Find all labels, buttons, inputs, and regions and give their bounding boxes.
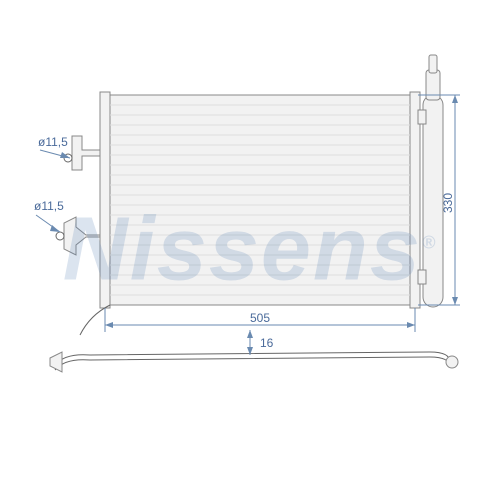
dim-port-lower-text: ø11,5	[34, 199, 64, 213]
port-lower	[56, 217, 100, 255]
port-upper	[64, 136, 100, 170]
diagram-stage: { "type": "engineering-drawing", "brand_…	[0, 0, 500, 500]
dim-gap-text: 16	[260, 336, 274, 350]
hose-end-left	[50, 352, 62, 372]
dim-height-text: 330	[441, 193, 455, 213]
left-end-tank	[100, 92, 110, 308]
bracket-lower	[418, 270, 426, 284]
dim-port-lower: ø11,5	[34, 199, 64, 232]
dim-pipe-gap: 16	[247, 330, 274, 355]
condenser-core	[105, 95, 415, 305]
hose-pipe-shadow	[55, 357, 450, 370]
receiver-fitting	[429, 55, 437, 73]
drawing-svg: 505 330 16 ø11,5 ø11,5	[0, 0, 500, 500]
dim-width-text: 505	[250, 311, 270, 325]
dim-port-upper: ø11,5	[38, 135, 70, 158]
bracket-upper	[418, 110, 426, 124]
dim-width: 505	[105, 308, 415, 332]
dim-port-upper-text: ø11,5	[38, 135, 68, 149]
hose-end-right	[446, 356, 458, 368]
